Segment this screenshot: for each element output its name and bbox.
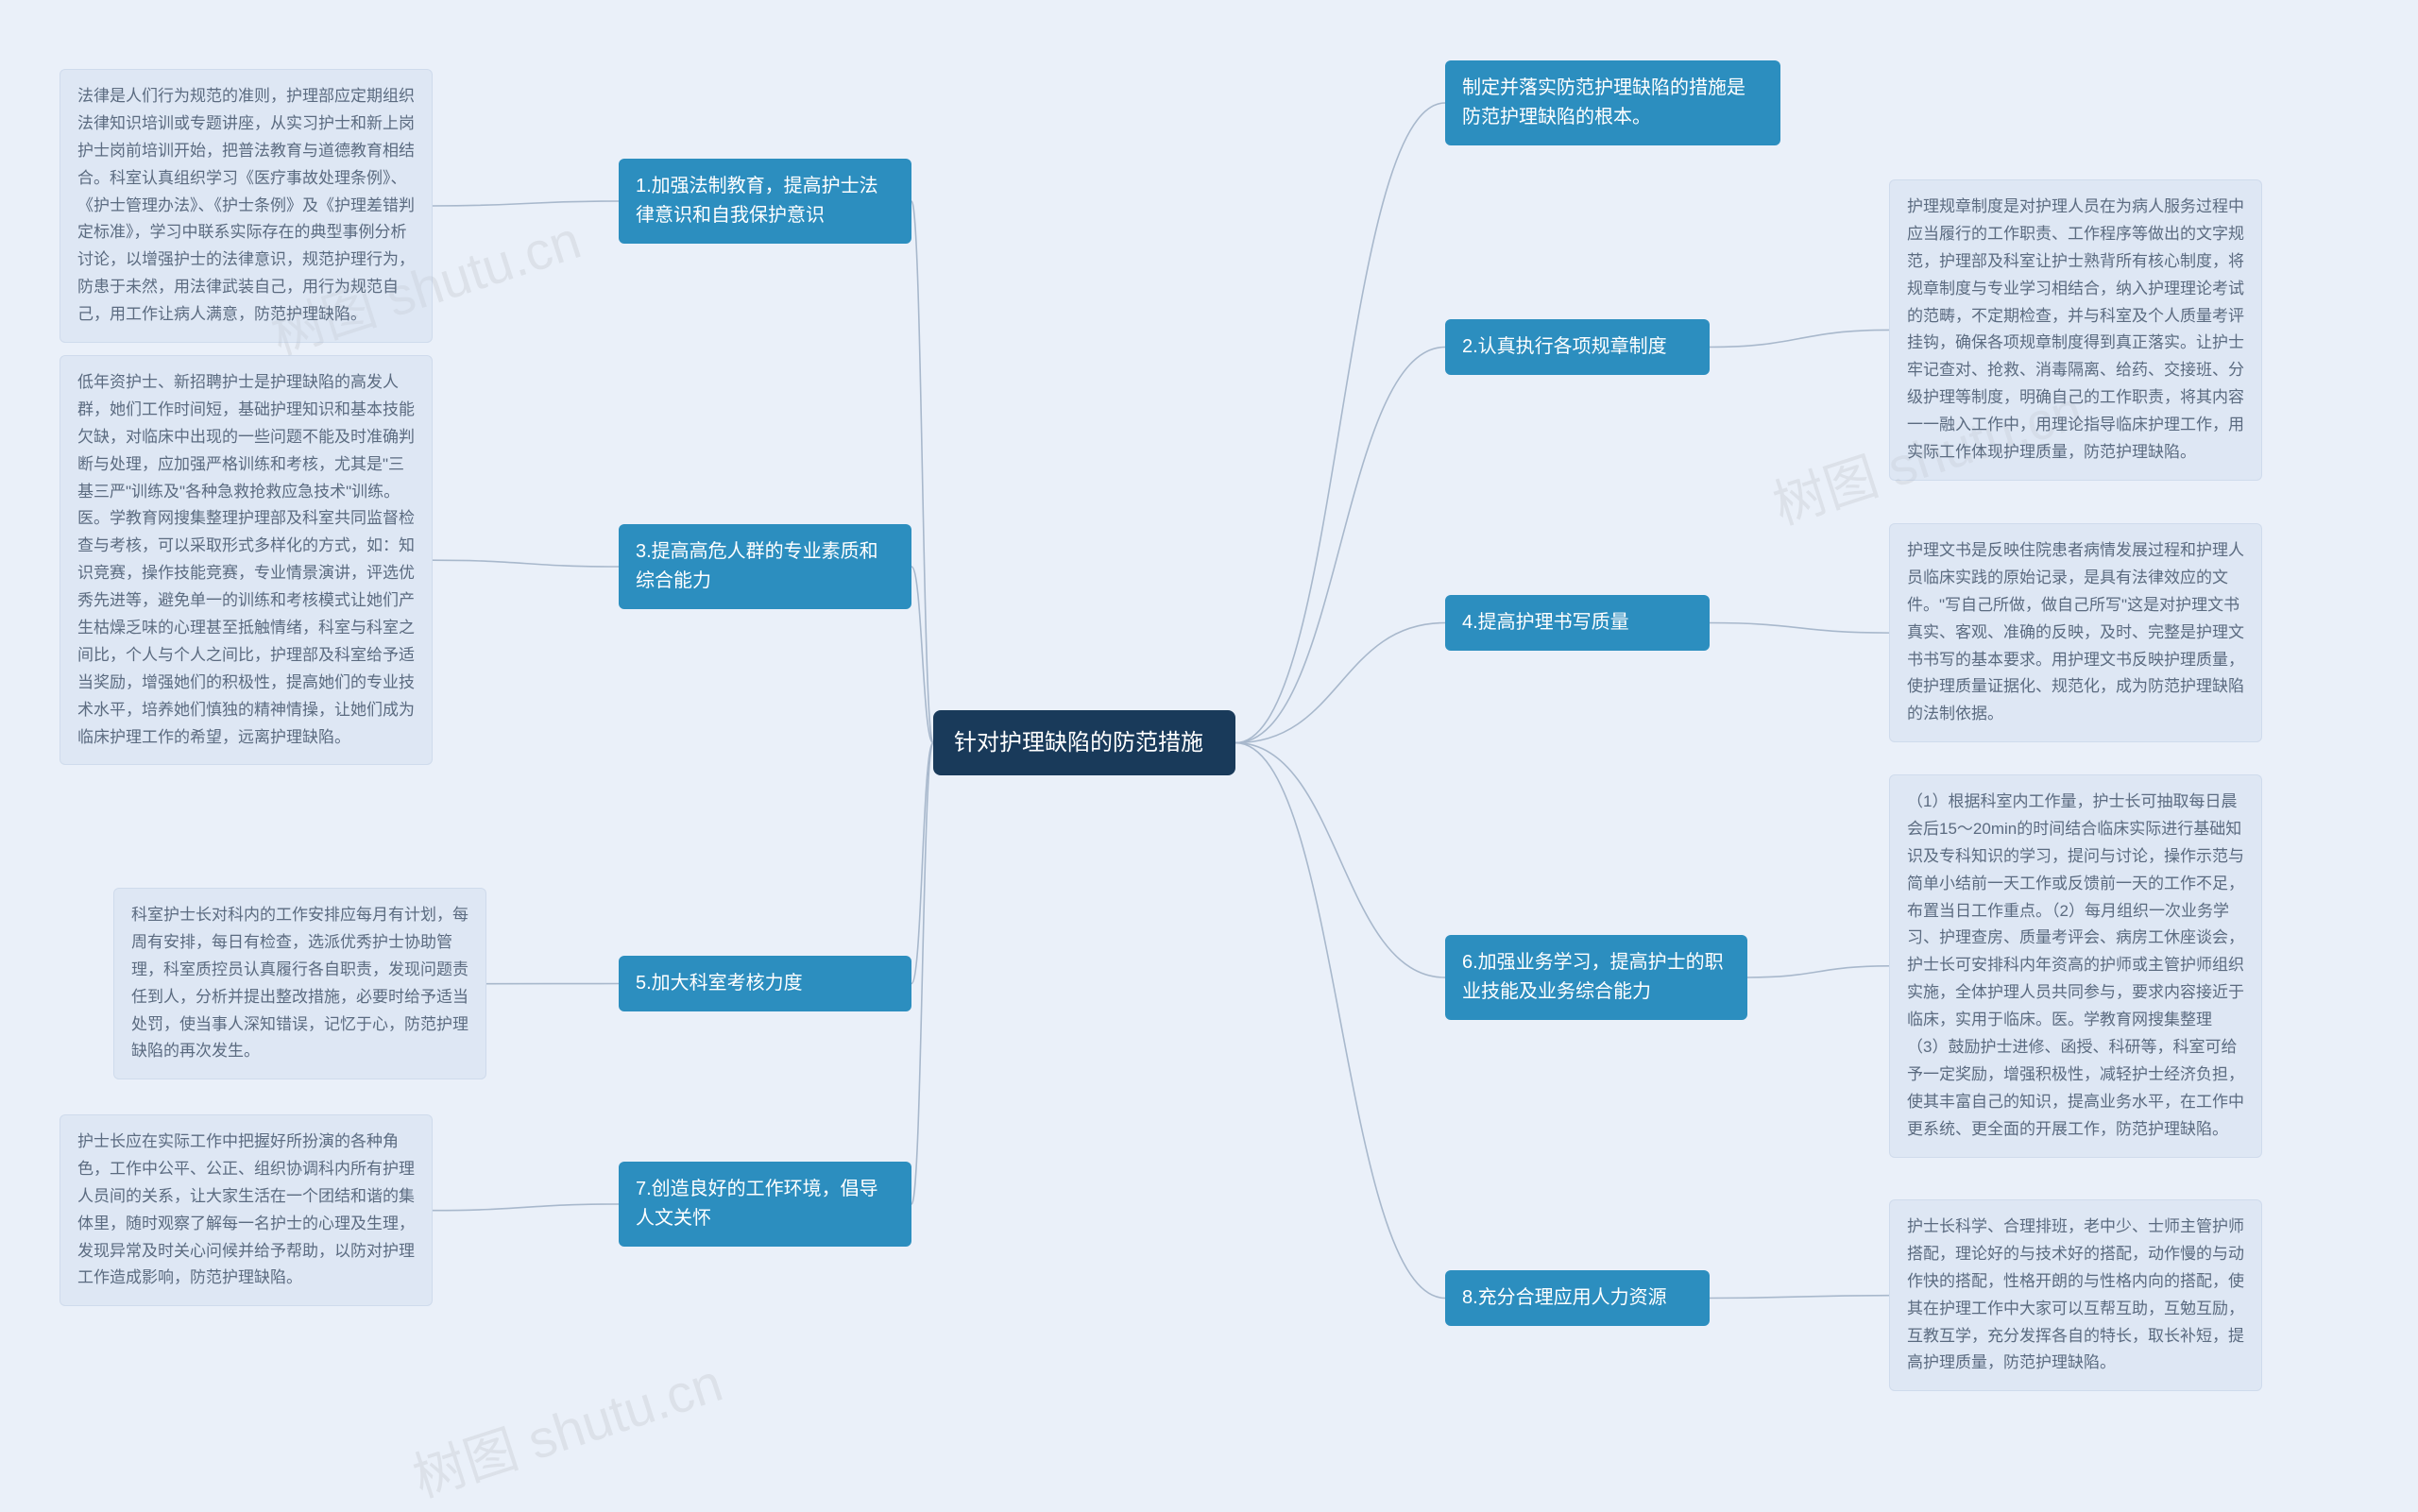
leaf-L1: 法律是人们行为规范的准则，护理部应定期组织法律知识培训或专题讲座，从实习护士和新… bbox=[60, 69, 433, 343]
branch-R8[interactable]: 8.充分合理应用人力资源 bbox=[1445, 1270, 1710, 1326]
branch-R2[interactable]: 2.认真执行各项规章制度 bbox=[1445, 319, 1710, 375]
branch-R4[interactable]: 4.提高护理书写质量 bbox=[1445, 595, 1710, 651]
branch-L1[interactable]: 1.加强法制教育，提高护士法律意识和自我保护意识 bbox=[619, 159, 911, 244]
leaf-L5: 科室护士长对科内的工作安排应每月有计划，每周有安排，每日有检查，选派优秀护士协助… bbox=[113, 888, 486, 1079]
branch-L3[interactable]: 3.提高高危人群的专业素质和综合能力 bbox=[619, 524, 911, 609]
branch-L7[interactable]: 7.创造良好的工作环境，倡导人文关怀 bbox=[619, 1162, 911, 1247]
leaf-L7: 护士长应在实际工作中把握好所扮演的各种角色，工作中公平、公正、组织协调科内所有护… bbox=[60, 1114, 433, 1306]
branch-R0[interactable]: 制定并落实防范护理缺陷的措施是防范护理缺陷的根本。 bbox=[1445, 60, 1780, 145]
center-node[interactable]: 针对护理缺陷的防范措施 bbox=[933, 710, 1235, 775]
branch-R6[interactable]: 6.加强业务学习，提高护士的职业技能及业务综合能力 bbox=[1445, 935, 1747, 1020]
branch-L5[interactable]: 5.加大科室考核力度 bbox=[619, 956, 911, 1011]
leaf-R6: （1）根据科室内工作量，护士长可抽取每日晨会后15～20min的时间结合临床实际… bbox=[1889, 774, 2262, 1158]
leaf-R4: 护理文书是反映住院患者病情发展过程和护理人员临床实践的原始记录，是具有法律效应的… bbox=[1889, 523, 2262, 742]
leaf-R8: 护士长科学、合理排班，老中少、士师主管护师搭配，理论好的与技术好的搭配，动作慢的… bbox=[1889, 1199, 2262, 1391]
watermark-3: 树图 shutu.cn bbox=[402, 1341, 731, 1512]
leaf-R2: 护理规章制度是对护理人员在为病人服务过程中应当履行的工作职责、工作程序等做出的文… bbox=[1889, 179, 2262, 481]
leaf-L3: 低年资护士、新招聘护士是护理缺陷的高发人群，她们工作时间短，基础护理知识和基本技… bbox=[60, 355, 433, 765]
